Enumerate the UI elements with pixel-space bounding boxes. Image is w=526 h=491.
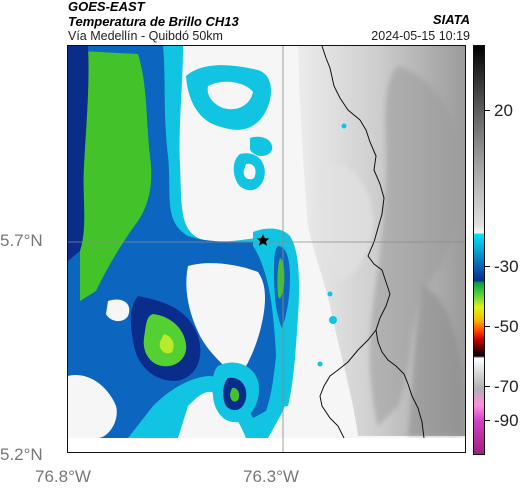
colorbar-tick — [485, 326, 490, 327]
terrain-dark-patch-2 — [408, 286, 463, 436]
cloud-gap-2 — [106, 299, 130, 322]
cloud-gap-3 — [68, 375, 117, 438]
nodata-strip — [68, 438, 465, 452]
colorbar-label: 20 — [494, 101, 513, 120]
colorbar — [473, 45, 485, 455]
cloud-yellow-center — [159, 334, 174, 354]
lat-label-5-7: 5.7°N — [0, 231, 43, 250]
cloud-green-left — [80, 51, 152, 301]
cloud-speck-3 — [341, 123, 347, 129]
terrain-dark-patch — [369, 66, 464, 426]
colorbar-label: -50 — [494, 317, 519, 336]
colorbar-tick — [485, 266, 490, 267]
cloud-cell-top-2-inner — [243, 163, 256, 180]
organization-label: SIATA — [432, 12, 470, 27]
colorbar-label: -30 — [494, 257, 519, 276]
cloud-speck-1 — [329, 316, 337, 324]
terrain-light-patch — [317, 163, 374, 281]
colorbar-tick — [485, 110, 490, 111]
cloud-cell-top-3 — [250, 136, 273, 156]
timestamp-label: 2024-05-15 10:19 — [371, 29, 470, 43]
colorbar-label: -70 — [494, 377, 519, 396]
satellite-map-canvas — [68, 46, 465, 452]
colorbar-label: -90 — [494, 411, 519, 430]
cloud-speck-2 — [327, 291, 333, 297]
cloud-deepblue-left — [68, 46, 89, 261]
cloud-speck-4 — [317, 361, 323, 367]
product-title: GOES-EAST — [68, 0, 145, 14]
lat-label-5-2: 5.2°N — [0, 445, 43, 464]
star-icon[interactable] — [256, 234, 270, 246]
boundary-line — [321, 46, 425, 439]
location-label: Vía Medellín - Quibdó 50km — [68, 29, 223, 43]
boundary-line-2 — [319, 329, 377, 439]
colorbar-tick — [485, 386, 490, 387]
lon-label-76-8: 76.8°W — [35, 467, 91, 486]
colorbar-tick — [485, 420, 490, 421]
product-subtitle: Temperatura de Brillo CH13 — [68, 14, 239, 29]
lon-label-76-3: 76.3°W — [243, 467, 299, 486]
cloud-cell-top-1-inner — [207, 81, 253, 110]
cloud-cell-bottom-green — [230, 387, 240, 402]
cloud-gap-1 — [186, 263, 265, 378]
satellite-map[interactable] — [67, 45, 466, 453]
